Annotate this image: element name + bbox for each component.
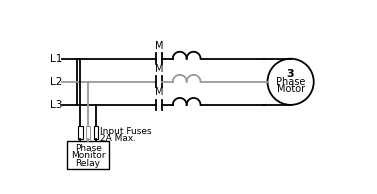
Text: Motor: Motor bbox=[277, 85, 305, 94]
Text: 2A Max.: 2A Max. bbox=[100, 134, 136, 143]
Text: M: M bbox=[155, 64, 163, 74]
Text: Phase: Phase bbox=[276, 77, 305, 87]
Circle shape bbox=[268, 59, 314, 105]
Text: Input Fuses: Input Fuses bbox=[100, 127, 152, 136]
Text: Relay: Relay bbox=[76, 159, 101, 168]
FancyBboxPatch shape bbox=[94, 126, 98, 139]
Text: L1: L1 bbox=[51, 54, 63, 64]
Text: L2: L2 bbox=[51, 77, 63, 87]
Text: Monitor: Monitor bbox=[71, 151, 105, 160]
Text: M: M bbox=[155, 87, 163, 97]
Text: Phase: Phase bbox=[75, 144, 101, 152]
Text: M: M bbox=[155, 41, 163, 51]
FancyBboxPatch shape bbox=[67, 141, 109, 169]
FancyBboxPatch shape bbox=[78, 126, 83, 139]
FancyBboxPatch shape bbox=[86, 126, 90, 139]
Text: L3: L3 bbox=[51, 100, 63, 110]
Text: 3: 3 bbox=[287, 69, 294, 79]
